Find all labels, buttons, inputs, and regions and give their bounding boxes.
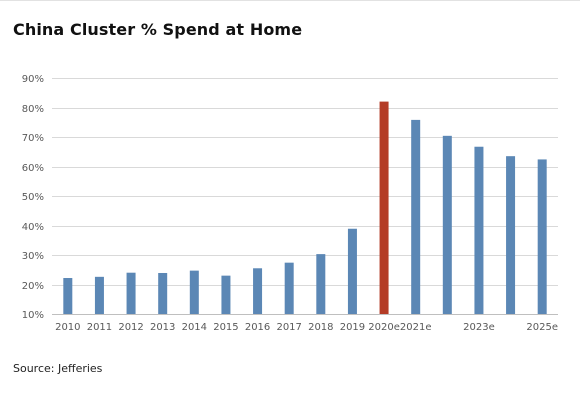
bar-2024e bbox=[506, 156, 516, 314]
y-tick-label: 90% bbox=[22, 74, 44, 85]
bar-2021e bbox=[411, 119, 421, 314]
x-tick-label: 2011 bbox=[87, 322, 112, 333]
bar-2025e bbox=[537, 159, 547, 314]
y-tick-label: 60% bbox=[22, 163, 44, 174]
y-tick-label: 40% bbox=[22, 222, 44, 233]
x-tick-label: 2023e bbox=[463, 322, 495, 333]
bar-2013 bbox=[158, 272, 168, 314]
x-tick-label: 2020e bbox=[368, 322, 400, 333]
bar-2018 bbox=[316, 254, 326, 314]
bar-2016 bbox=[253, 268, 263, 314]
x-tick-label: 2021e bbox=[400, 322, 432, 333]
x-tick-label: 2012 bbox=[118, 322, 143, 333]
x-tick-label: 2015 bbox=[213, 322, 238, 333]
y-tick-label: 30% bbox=[22, 251, 44, 262]
y-tick-label: 10% bbox=[22, 310, 44, 321]
x-tick-label: 2016 bbox=[245, 322, 270, 333]
x-tick-label: 2014 bbox=[182, 322, 207, 333]
y-tick-label: 70% bbox=[22, 133, 44, 144]
x-tick-label: 2019 bbox=[340, 322, 365, 333]
x-tick-label: 2018 bbox=[308, 322, 333, 333]
x-tick-label: 2010 bbox=[55, 322, 80, 333]
bar-2014 bbox=[189, 270, 199, 314]
chart-title: China Cluster % Spend at Home bbox=[13, 20, 303, 39]
bar-2022e bbox=[442, 135, 452, 314]
bar-2015 bbox=[221, 275, 231, 314]
x-tick-label: 2017 bbox=[276, 322, 301, 333]
bar-2010 bbox=[63, 278, 73, 314]
x-tick-label: 2013 bbox=[150, 322, 175, 333]
bar-2019 bbox=[347, 228, 357, 314]
bar-2023e bbox=[474, 146, 484, 314]
top-divider bbox=[0, 0, 580, 1]
y-tick-label: 20% bbox=[22, 281, 44, 292]
bar-2012 bbox=[126, 272, 136, 314]
y-tick-label: 80% bbox=[22, 104, 44, 115]
bar-2011 bbox=[94, 276, 104, 314]
bars bbox=[63, 101, 547, 314]
x-tick-label: 2025e bbox=[526, 322, 558, 333]
bar-2017 bbox=[284, 262, 294, 314]
source-note: Source: Jefferies bbox=[13, 362, 103, 375]
y-tick-label: 50% bbox=[22, 192, 44, 203]
bar-2020e bbox=[379, 101, 389, 314]
gridlines bbox=[52, 78, 558, 315]
x-axis-ticks: 2010 2011 2012 2013 2014 2015 2016 2017 2018 2019… bbox=[55, 322, 558, 333]
y-axis-ticks: 10% 20% 30% 40% 50% 60% 70% 80% 90% bbox=[22, 74, 44, 321]
